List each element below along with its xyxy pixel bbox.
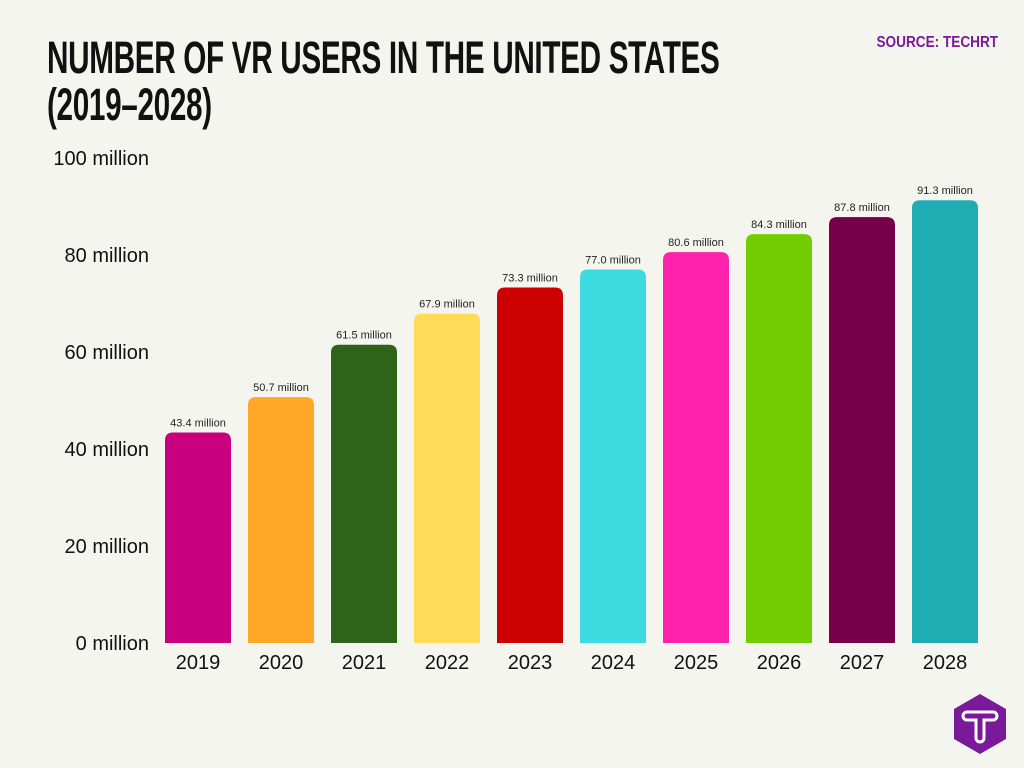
x-tick-label: 2028 — [923, 652, 968, 674]
y-tick-label: 40 million — [65, 439, 149, 461]
bar-2024 — [580, 269, 646, 643]
bar-2020 — [248, 397, 314, 643]
x-tick-label: 2024 — [591, 652, 636, 674]
chart-title: NUMBER OF VR USERS IN THE UNITED STATES … — [47, 32, 720, 130]
techrt-logo-icon — [954, 694, 1006, 754]
bar-2023 — [497, 287, 563, 643]
y-tick-label: 80 million — [65, 245, 149, 267]
bar-2025 — [663, 252, 729, 643]
x-tick-label: 2022 — [425, 652, 470, 674]
x-tick-label: 2023 — [508, 652, 553, 674]
bar-2026 — [746, 234, 812, 643]
bar-2028 — [912, 200, 978, 643]
x-tick-label: 2026 — [757, 652, 802, 674]
bar-2019 — [165, 432, 231, 643]
data-label: 50.7 million — [253, 382, 309, 394]
x-tick-label: 2019 — [176, 652, 221, 674]
data-label: 87.8 million — [834, 202, 890, 214]
bar-2022 — [414, 313, 480, 643]
y-tick-label: 60 million — [65, 342, 149, 364]
chart-title-line2: (2019–2028) — [47, 79, 212, 130]
x-tick-label: 2020 — [259, 652, 304, 674]
data-label: 77.0 million — [585, 255, 641, 267]
data-label: 91.3 million — [917, 185, 973, 197]
data-label: 73.3 million — [502, 272, 558, 284]
y-tick-label: 20 million — [65, 536, 149, 558]
y-tick-label: 100 million — [53, 148, 149, 170]
y-tick-label: 0 million — [76, 633, 149, 655]
bar-2027 — [829, 217, 895, 644]
x-tick-label: 2025 — [674, 652, 719, 674]
data-label: 43.4 million — [170, 418, 226, 430]
data-label: 84.3 million — [751, 219, 807, 231]
data-label: 61.5 million — [336, 330, 392, 342]
x-tick-label: 2021 — [342, 652, 387, 674]
source-label: SOURCE: TECHRT — [876, 34, 998, 51]
chart-title-line1: NUMBER OF VR USERS IN THE UNITED STATES — [47, 32, 720, 83]
data-label: 80.6 million — [668, 237, 724, 249]
bar-2021 — [331, 344, 397, 643]
x-tick-label: 2027 — [840, 652, 885, 674]
data-label: 67.9 million — [419, 299, 475, 311]
